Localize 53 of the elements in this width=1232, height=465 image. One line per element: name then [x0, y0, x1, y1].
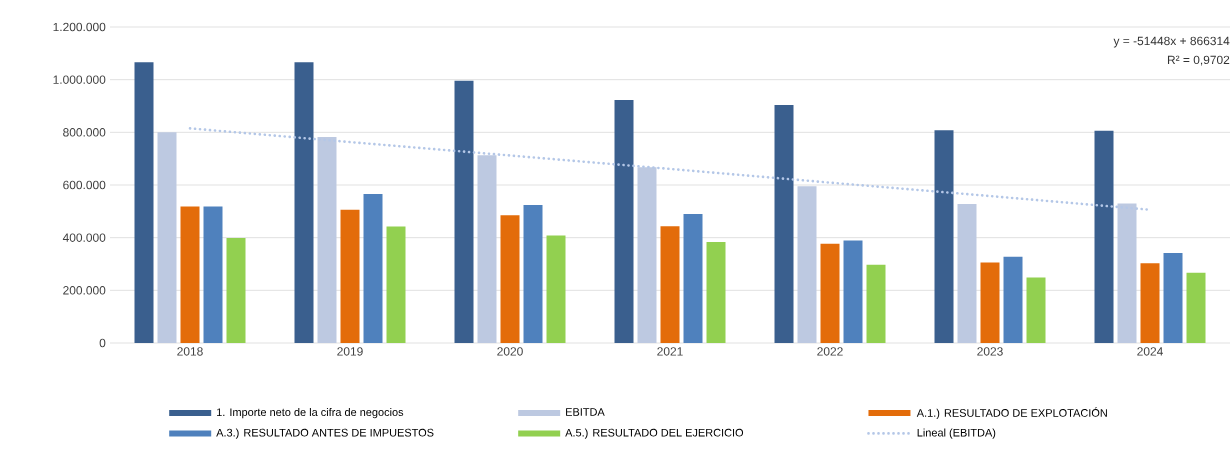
bar [774, 104, 794, 343]
bar [226, 237, 246, 343]
bar [1003, 256, 1023, 343]
bar [1186, 272, 1206, 343]
bar [957, 203, 977, 343]
legend-label: A.5.) RESULTADO DEL EJERCICIO [565, 428, 744, 439]
y-tick-label: 200.000 [63, 286, 106, 295]
bar [546, 235, 566, 343]
bar [980, 262, 1000, 343]
bar [843, 240, 863, 343]
bar [706, 241, 726, 343]
bar [180, 206, 200, 343]
bar [134, 62, 154, 343]
y-tick-label: 800.000 [63, 128, 106, 137]
legend-label: A.1.) RESULTADO DE EXPLOTACIÓN [916, 407, 1107, 419]
y-tick-label: 1.000.000 [53, 75, 106, 84]
bar [1140, 263, 1160, 343]
bar [500, 215, 520, 343]
bar [683, 213, 703, 343]
bar [820, 243, 840, 343]
bar [797, 186, 817, 343]
legend-label: A.3.) RESULTADO ANTES DE IMPUESTOS [216, 428, 434, 439]
bar [294, 62, 314, 343]
x-tick-label: 2021 [657, 347, 683, 356]
bar [203, 206, 223, 343]
x-tick-label: 2023 [977, 347, 1003, 356]
annotation: y = -51448x + 866314 [1113, 36, 1230, 48]
y-tick-label: 600.000 [63, 180, 106, 190]
bar [363, 193, 383, 343]
y-tick-label: 1.200.000 [53, 22, 106, 32]
bar [1163, 252, 1183, 343]
y-tick-label: 0 [99, 338, 106, 348]
bar [934, 130, 954, 343]
x-tick-label: 2024 [1137, 347, 1163, 356]
bar [386, 226, 406, 343]
bar [454, 80, 474, 343]
bar [523, 205, 543, 343]
x-tick-label: 2022 [817, 347, 843, 356]
x-tick-label: 2020 [497, 347, 523, 356]
legend-label: EBITDA [566, 408, 605, 416]
bar [1026, 277, 1046, 343]
bar [340, 209, 360, 343]
annotation: R² = 0,9702 [1167, 55, 1230, 66]
bar [1094, 130, 1114, 343]
bar [157, 132, 177, 343]
x-tick-label: 2018 [177, 347, 203, 356]
x-tick-label: 2019 [337, 347, 363, 356]
legend-label: 1. Importe neto de la cifra de negocios [217, 408, 404, 419]
bar [614, 99, 634, 343]
bar [660, 226, 680, 343]
y-tick-label: 400.000 [62, 233, 106, 242]
bar [866, 264, 886, 343]
legend-label: Lineal (EBITDA) [917, 428, 996, 439]
